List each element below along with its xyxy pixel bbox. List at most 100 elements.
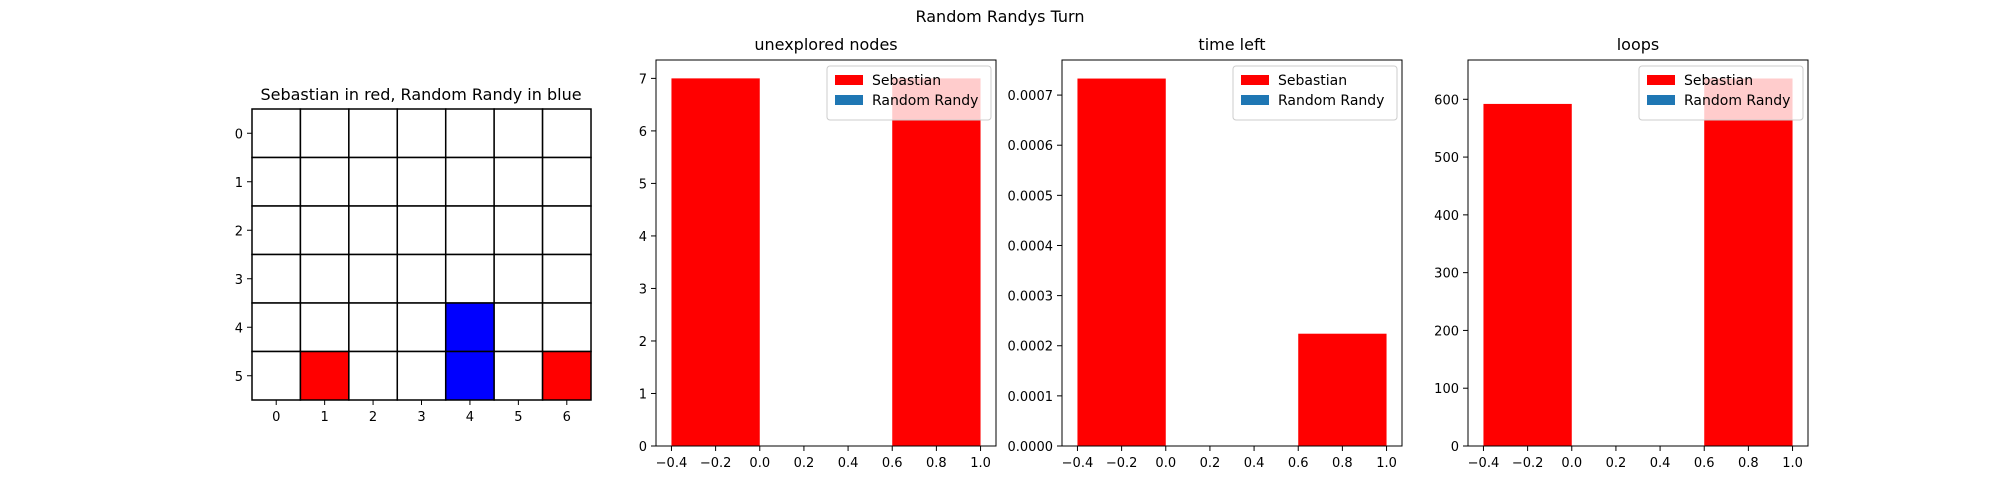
x-tick-label: 0.8 xyxy=(1332,456,1353,471)
y-tick-label: 0.0006 xyxy=(1008,139,1054,154)
chart-title: unexplored nodes xyxy=(754,35,897,54)
legend-box xyxy=(1638,65,1804,121)
y-tick-label: 0.0001 xyxy=(1008,390,1054,405)
x-tick-label: 1.0 xyxy=(1782,456,1803,471)
board-axes: Sebastian in red, Random Randy in blue 0… xyxy=(235,85,592,425)
board-cell xyxy=(541,205,592,256)
board-cell xyxy=(348,302,399,353)
x-tick-label: −0.4 xyxy=(656,456,688,471)
legend-label: Sebastian xyxy=(872,73,941,89)
y-tick-label: 4 xyxy=(235,321,243,336)
board-cell xyxy=(444,156,495,207)
board-cell xyxy=(299,156,350,207)
legend-label: Sebastian xyxy=(1684,73,1753,89)
axes-frame xyxy=(1061,59,1403,447)
board-cell xyxy=(541,302,592,353)
y-tick-label: 7 xyxy=(639,72,647,87)
y-tick-label: 0 xyxy=(1451,440,1459,455)
legend-swatch xyxy=(1241,95,1269,105)
board-cell xyxy=(444,205,495,256)
legend-swatch xyxy=(1647,95,1675,105)
board-cell xyxy=(299,205,350,256)
board-cell xyxy=(493,156,544,207)
y-tick-label: 2 xyxy=(639,335,647,350)
board-cell xyxy=(444,253,495,304)
y-tick-label: 0 xyxy=(235,127,243,142)
board-cell xyxy=(493,205,544,256)
y-tick-label: 600 xyxy=(1434,93,1459,108)
x-tick-label: 0.0 xyxy=(749,456,770,471)
x-tick-label: 0.4 xyxy=(1244,456,1265,471)
y-tick-label: 4 xyxy=(639,230,647,245)
x-tick-label: 0.2 xyxy=(1200,456,1221,471)
x-tick-label: 3 xyxy=(417,410,425,425)
board-cell xyxy=(348,205,399,256)
x-tick-label: 2 xyxy=(369,410,377,425)
x-tick-label: 0.6 xyxy=(882,456,903,471)
board-cell xyxy=(299,350,350,401)
board-cell xyxy=(251,350,302,401)
legend-box xyxy=(1232,65,1398,121)
x-tick-label: 0.8 xyxy=(926,456,947,471)
bar xyxy=(892,78,981,446)
axes-frame xyxy=(1467,59,1809,447)
legend-swatch xyxy=(1241,75,1269,85)
chart-unexplored-nodes: unexplored nodes −0.4 −0.2 0.0 0.2 0.4 0.6 0.8… xyxy=(639,35,997,471)
bar xyxy=(1077,78,1166,447)
x-tick-label: 0.0 xyxy=(1561,456,1582,471)
y-tick-label: 0.0004 xyxy=(1008,239,1054,254)
y-tick-label: 0.0003 xyxy=(1008,290,1054,305)
board-cell xyxy=(251,302,302,353)
board-cell xyxy=(493,302,544,353)
x-tick-label: 0.4 xyxy=(838,456,859,471)
x-tick-label: 4 xyxy=(466,410,474,425)
board-cell xyxy=(541,156,592,207)
board-cell xyxy=(444,350,495,401)
y-tick-label: 5 xyxy=(235,370,243,385)
bar xyxy=(1298,333,1387,446)
x-tick-label: 1.0 xyxy=(970,456,991,471)
board-cell xyxy=(396,302,447,353)
axes-frame xyxy=(655,59,997,447)
board-cell xyxy=(541,350,592,401)
legend-label: Sebastian xyxy=(1278,73,1347,89)
chart-loops: loops −0.4 −0.2 0.0 0.2 0.4 0.6 0.8 1.0 0 100 200 3… xyxy=(1434,35,1809,471)
y-tick-label: 1 xyxy=(639,387,647,402)
board-cell xyxy=(348,108,399,159)
chart-time-left: time left −0.4 −0.2 0.0 0.2 0.4 0.6 0.8 1.0 0.00… xyxy=(1008,35,1403,471)
chart-title: time left xyxy=(1198,35,1265,54)
x-tick-label: 0.8 xyxy=(1738,456,1759,471)
bar xyxy=(1483,103,1572,446)
x-tick-label: 5 xyxy=(514,410,522,425)
board-cell xyxy=(396,253,447,304)
x-tick-label: −0.2 xyxy=(1106,456,1138,471)
x-tick-label: −0.4 xyxy=(1468,456,1500,471)
board-cell xyxy=(348,156,399,207)
y-tick-label: 100 xyxy=(1434,382,1459,397)
board-cell xyxy=(251,205,302,256)
x-tick-label: 1 xyxy=(321,410,329,425)
board-cell xyxy=(299,302,350,353)
y-tick-label: 400 xyxy=(1434,209,1459,224)
x-tick-label: 0 xyxy=(272,410,280,425)
bar xyxy=(671,78,760,446)
x-tick-label: 1.0 xyxy=(1376,456,1397,471)
board-cell xyxy=(299,108,350,159)
board-cell xyxy=(444,108,495,159)
x-tick-label: −0.2 xyxy=(1512,456,1544,471)
board-title: Sebastian in red, Random Randy in blue xyxy=(260,85,581,104)
x-tick-label: 0.0 xyxy=(1155,456,1176,471)
bar xyxy=(1704,78,1793,446)
x-tick-label: −0.4 xyxy=(1062,456,1094,471)
legend-label: Random Randy xyxy=(1278,93,1384,109)
figure-suptitle: Random Randys Turn xyxy=(915,7,1084,26)
board-cell xyxy=(493,253,544,304)
board-cell xyxy=(396,350,447,401)
x-tick-label: 0.2 xyxy=(794,456,815,471)
board-cell xyxy=(541,253,592,304)
board-cell xyxy=(251,253,302,304)
legend-box xyxy=(826,65,992,121)
board-cell xyxy=(493,108,544,159)
y-tick-label: 1 xyxy=(235,176,243,191)
